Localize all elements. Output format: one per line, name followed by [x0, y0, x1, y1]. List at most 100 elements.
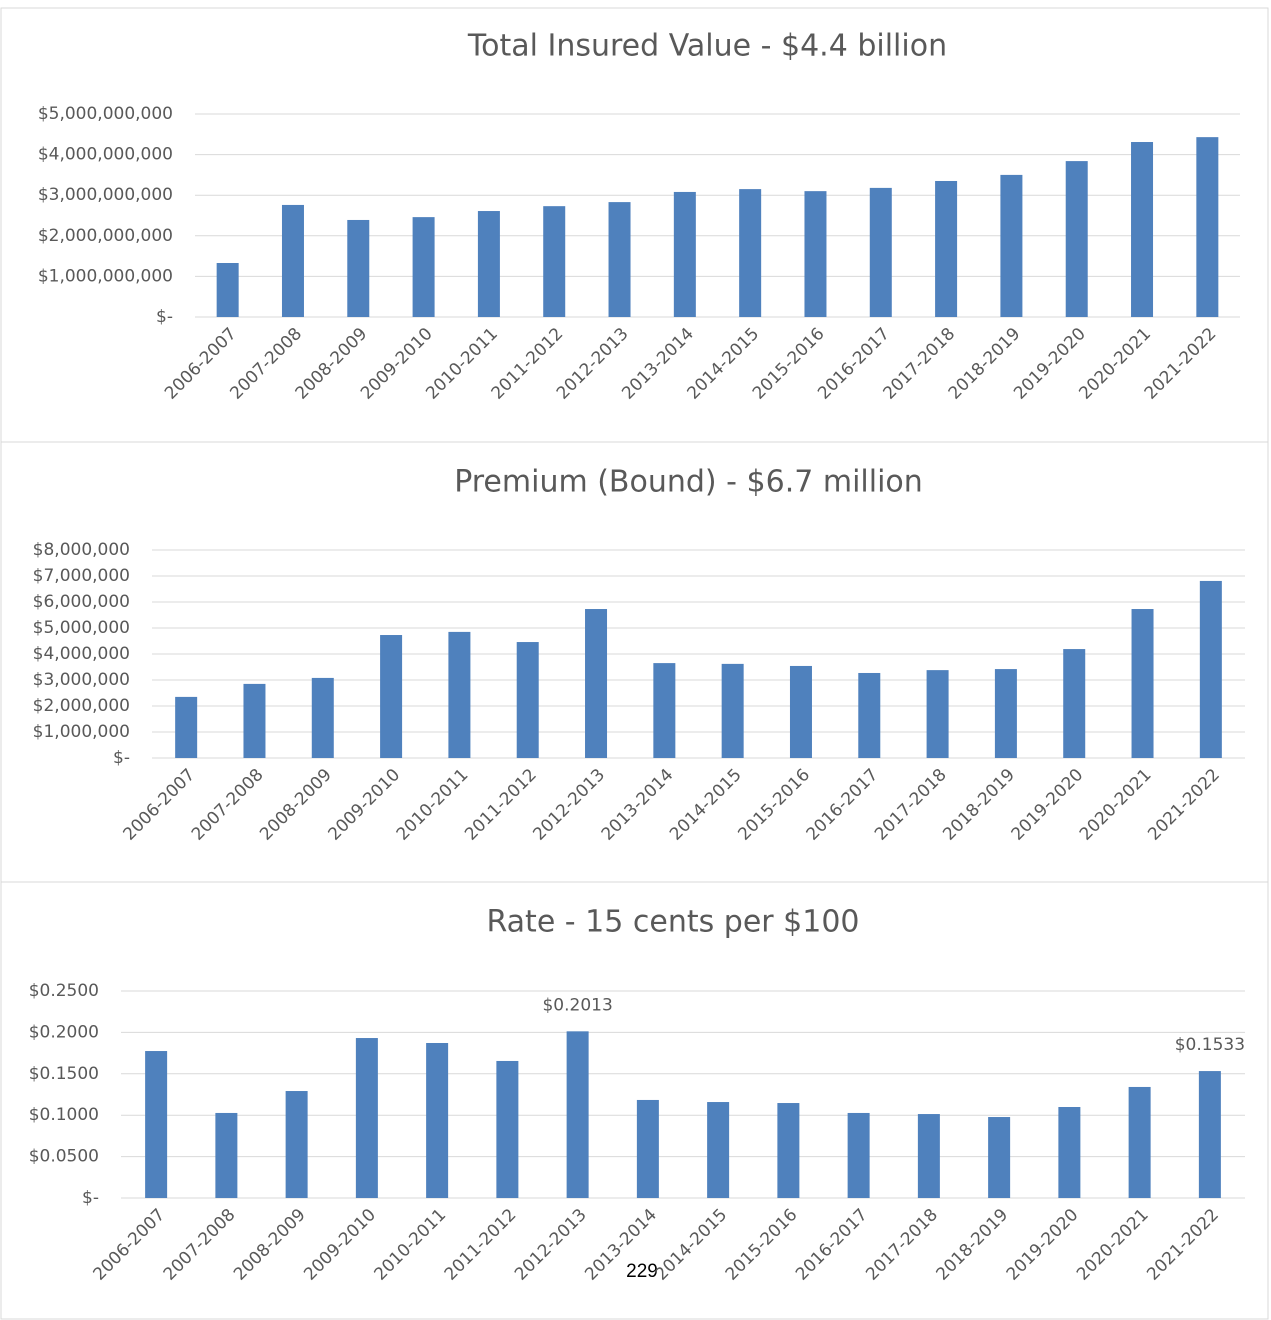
chart-title: Rate - 15 cents per $100 — [486, 905, 859, 940]
bar — [355, 1038, 378, 1198]
bar — [448, 631, 471, 758]
y-tick-label: $5,000,000,000 — [38, 104, 173, 124]
bar — [608, 202, 631, 317]
x-tick-label: 2006-2007 — [120, 765, 200, 845]
bar — [412, 217, 435, 317]
bar — [1196, 137, 1219, 317]
y-tick-label: $0.0500 — [29, 1147, 99, 1167]
y-tick-label: $2,000,000 — [33, 696, 130, 716]
bar — [543, 206, 566, 317]
x-tick-label: 2018-2019 — [939, 765, 1019, 845]
x-tick-label: 2011-2012 — [441, 1205, 521, 1285]
bar — [566, 1031, 589, 1198]
chart-title: Total Insured Value - $4.4 billion — [467, 29, 947, 64]
bar — [426, 1042, 449, 1198]
x-tick-label: 2008-2009 — [256, 765, 336, 845]
bar — [739, 189, 762, 317]
y-tick-label: $4,000,000,000 — [38, 145, 173, 165]
x-tick-label: 2006-2007 — [90, 1205, 170, 1285]
bar — [477, 211, 500, 317]
x-tick-label: 2010-2011 — [393, 765, 473, 845]
bar — [653, 663, 676, 758]
bar — [789, 665, 812, 758]
bar — [1128, 1086, 1151, 1198]
chart-title: Premium (Bound) - $6.7 million — [454, 465, 923, 500]
x-tick-label: 2010-2011 — [371, 1205, 451, 1285]
y-tick-label: $0.1000 — [29, 1105, 99, 1125]
x-tick-label: 2013-2014 — [598, 765, 678, 845]
bar — [243, 683, 266, 758]
bar — [847, 1112, 870, 1198]
x-tick-label: 2019-2020 — [1003, 1205, 1083, 1285]
bar — [311, 677, 334, 758]
x-tick-label: 2009-2010 — [324, 765, 404, 845]
y-tick-label: $- — [156, 307, 173, 327]
y-tick-label: $6,000,000 — [33, 592, 130, 612]
x-tick-label: 2014-2015 — [666, 765, 746, 845]
bar — [281, 204, 304, 317]
y-tick-label: $3,000,000,000 — [38, 185, 173, 205]
x-tick-label: 2007-2008 — [188, 765, 268, 845]
bar — [516, 642, 539, 758]
bar — [585, 609, 608, 758]
bar — [380, 635, 403, 758]
bar — [721, 663, 744, 758]
bar — [1198, 1071, 1221, 1198]
x-tick-label: 2021-2022 — [1144, 765, 1224, 845]
page-number: 229 — [626, 1261, 658, 1282]
data-label: $0.2013 — [542, 995, 612, 1015]
bar — [935, 180, 958, 317]
bar — [636, 1099, 659, 1198]
x-tick-label: 2015-2016 — [734, 765, 814, 845]
bar — [869, 187, 892, 317]
y-tick-label: $7,000,000 — [33, 566, 130, 586]
bar — [215, 1112, 238, 1198]
x-tick-label: 2020-2021 — [1076, 765, 1156, 845]
y-tick-label: $1,000,000,000 — [38, 266, 173, 286]
bar — [926, 670, 949, 758]
x-tick-label: 2007-2008 — [160, 1205, 240, 1285]
x-tick-label: 2020-2021 — [1073, 1205, 1153, 1285]
x-tick-label: 2008-2009 — [230, 1205, 310, 1285]
y-tick-label: $0.2000 — [29, 1022, 99, 1042]
bar — [496, 1060, 519, 1198]
y-tick-label: $1,000,000 — [33, 722, 130, 742]
bar — [145, 1051, 168, 1198]
x-tick-label: 2018-2019 — [933, 1205, 1013, 1285]
bar — [707, 1102, 730, 1198]
x-tick-label: 2017-2018 — [862, 1205, 942, 1285]
bar — [988, 1117, 1011, 1198]
y-tick-label: $8,000,000 — [33, 540, 130, 560]
x-tick-label: 2017-2018 — [871, 765, 951, 845]
x-tick-label: 2014-2015 — [652, 1205, 732, 1285]
bar — [1000, 174, 1023, 317]
x-tick-label: 2019-2020 — [1008, 765, 1088, 845]
bar — [1065, 161, 1088, 317]
x-tick-label: 2012-2013 — [529, 765, 609, 845]
bar — [1131, 142, 1154, 317]
y-tick-label: $0.1500 — [29, 1064, 99, 1084]
y-tick-label: $- — [82, 1188, 99, 1208]
x-tick-label: 2016-2017 — [792, 1205, 872, 1285]
x-tick-label: 2012-2013 — [511, 1205, 591, 1285]
bar — [804, 191, 827, 317]
y-tick-label: $- — [113, 748, 130, 768]
x-tick-label: 2015-2016 — [722, 1205, 802, 1285]
bar — [1131, 609, 1154, 758]
panel — [0, 881, 1269, 1320]
bar — [917, 1114, 940, 1198]
y-tick-label: $2,000,000,000 — [38, 226, 173, 246]
bar — [285, 1091, 308, 1198]
bar — [175, 696, 198, 758]
y-tick-label: $4,000,000 — [33, 644, 130, 664]
bar — [1058, 1107, 1081, 1198]
bar — [858, 672, 881, 758]
x-tick-label: 2009-2010 — [300, 1205, 380, 1285]
y-tick-label: $5,000,000 — [33, 618, 130, 638]
y-tick-label: $3,000,000 — [33, 670, 130, 690]
bar — [994, 669, 1017, 758]
bar — [216, 263, 239, 317]
data-label: $0.1533 — [1175, 1035, 1245, 1055]
y-tick-label: $0.2500 — [29, 981, 99, 1001]
